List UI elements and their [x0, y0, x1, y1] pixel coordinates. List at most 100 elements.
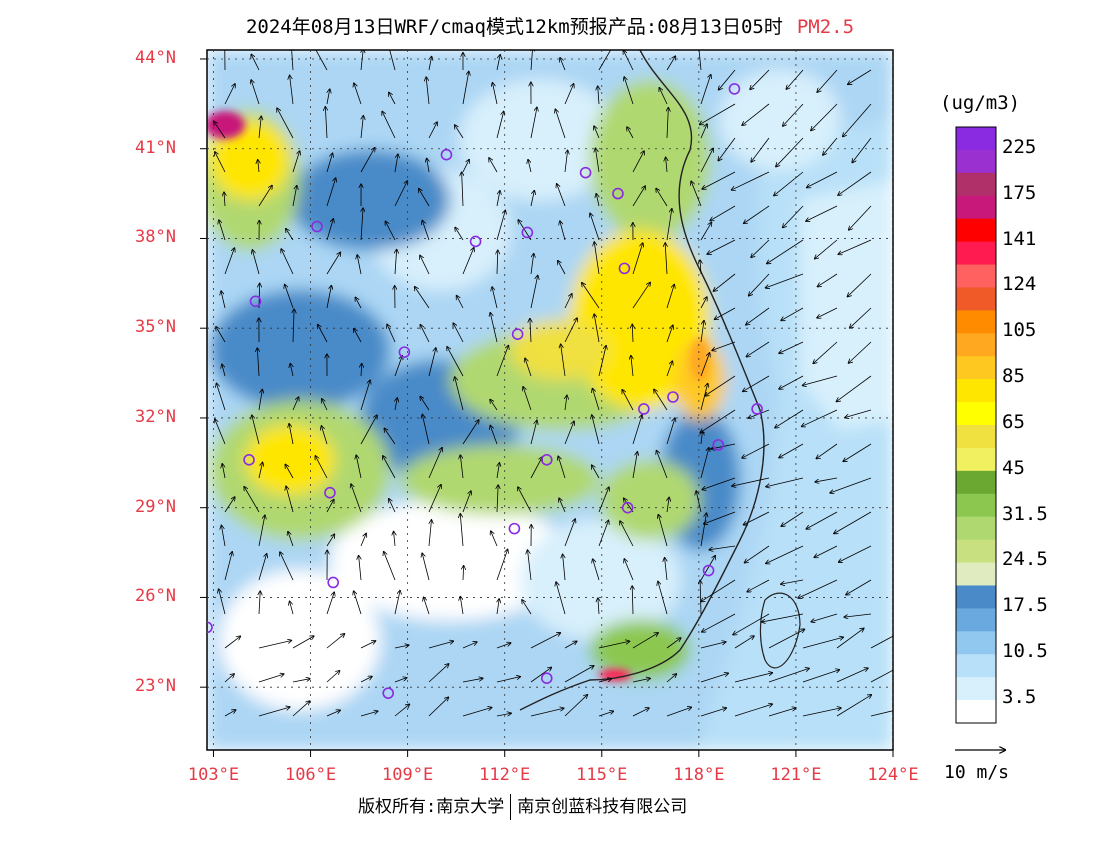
wind-arrow: [258, 674, 284, 683]
wind-arrow: [292, 701, 310, 717]
colorbar-tick-label: 105: [1002, 319, 1037, 342]
wind-arrow: [700, 673, 728, 683]
colorbar-tick-label: 175: [1002, 181, 1037, 204]
wind-arrow: [290, 364, 293, 377]
wind-arrow: [743, 375, 770, 391]
colorbar-tick-label: 85: [1002, 365, 1025, 388]
wind-arrow: [751, 137, 770, 162]
taiwan-outline: [759, 592, 801, 669]
wind-arrow: [490, 313, 498, 343]
city-marker: [324, 486, 336, 499]
wind-arrow: [384, 552, 396, 581]
wind-arrow: [598, 598, 599, 615]
wind-arrow: [700, 75, 711, 105]
wind-arrow: [632, 586, 633, 615]
wind-arrow: [221, 291, 226, 309]
wind-arrow: [286, 486, 294, 513]
colorbar-border: [955, 126, 997, 724]
wind-arrow: [497, 463, 499, 479]
wind-arrow: [394, 645, 409, 649]
wind-arrow: [292, 636, 314, 649]
wind-arrow: [285, 285, 294, 309]
wind-arrow: [462, 491, 471, 513]
wind-arrow: [665, 243, 667, 275]
wind-arrow: [419, 189, 430, 207]
colorbar-swatch: [956, 333, 996, 357]
colorbar-tick-label: 141: [1002, 227, 1037, 250]
wind-arrow: [702, 171, 736, 189]
wind-arrow: [530, 420, 537, 445]
wind-arrow: [564, 150, 568, 173]
wind-arrow: [598, 711, 613, 717]
title-text: 2024年08月13日WRF/cmaq模式12km预报产品:08月13日05时: [245, 16, 783, 38]
colorbar-units: (ug/m3): [940, 92, 1021, 114]
colorbar-swatch: [956, 310, 996, 334]
wind-arrow: [382, 111, 396, 139]
city-marker: [521, 226, 534, 239]
wind-arrow: [492, 287, 498, 309]
wind-arrow: [387, 324, 396, 343]
wind-arrow: [666, 285, 674, 309]
wind-arrow: [489, 158, 498, 173]
colorbar-tick-label: 17.5: [1002, 594, 1048, 617]
wind-arrow: [315, 456, 328, 479]
wind-arrow: [496, 643, 511, 649]
wind-arrow: [523, 387, 532, 411]
wind-arrow: [598, 346, 606, 377]
wind-arrow: [555, 109, 566, 139]
wind-arrow: [620, 521, 634, 547]
wind-arrow: [564, 318, 577, 343]
wind-arrow: [632, 243, 643, 275]
colorbar-swatch: [956, 356, 996, 380]
wind-arrow: [496, 549, 508, 581]
wind-arrow: [251, 54, 260, 71]
colorbar-swatch: [956, 241, 996, 266]
wind-arrow: [623, 50, 634, 71]
wind-arrow: [360, 380, 370, 411]
wind-arrow: [224, 84, 235, 105]
wind-arrow: [224, 248, 234, 275]
wind-arrow: [292, 186, 297, 207]
wind-arrow: [594, 314, 600, 343]
wind-arrow: [783, 103, 804, 126]
wind-arrow: [802, 670, 839, 683]
wind-arrow: [326, 534, 334, 547]
wind-arrow: [846, 579, 872, 595]
wind-arrow: [766, 477, 804, 487]
wind-arrow: [258, 554, 267, 581]
wind-arrow: [582, 283, 600, 309]
wind-arrow: [355, 297, 362, 309]
wind-arrow: [598, 86, 599, 105]
wind-arrow: [802, 708, 841, 717]
wind-arrow: [768, 629, 804, 649]
wind-arrow: [496, 191, 500, 207]
wind-arrow: [322, 399, 328, 411]
wind-arrow: [395, 398, 397, 411]
wind-arrow: [870, 710, 893, 717]
wind-arrow: [802, 409, 838, 426]
wind-arrow: [766, 545, 804, 563]
wind-arrow: [715, 307, 736, 319]
wind-arrow: [259, 116, 261, 139]
wind-arrow: [424, 597, 430, 615]
wind-arrow: [491, 531, 498, 547]
lat-tick-label: 23°N: [135, 676, 176, 697]
wind-arrow: [557, 184, 566, 207]
city-marker: [249, 295, 262, 308]
wind-arrow: [463, 566, 464, 581]
wind-arrow: [460, 514, 464, 547]
wind-arrow: [360, 711, 378, 717]
wind-arrow: [360, 677, 372, 683]
city-marker: [311, 220, 323, 233]
wind-arrow: [530, 191, 534, 207]
wind-arrow: [252, 415, 260, 445]
lon-tick-label: 118°E: [673, 765, 725, 785]
wind-arrow: [719, 69, 736, 90]
wind-arrow: [394, 532, 395, 547]
wind-arrow: [224, 497, 235, 513]
wind-arrow: [394, 678, 407, 683]
wind-arrow: [559, 498, 566, 513]
wind-arrow: [428, 664, 449, 683]
wind-arrow: [277, 108, 294, 139]
wind-arrow: [732, 171, 770, 190]
